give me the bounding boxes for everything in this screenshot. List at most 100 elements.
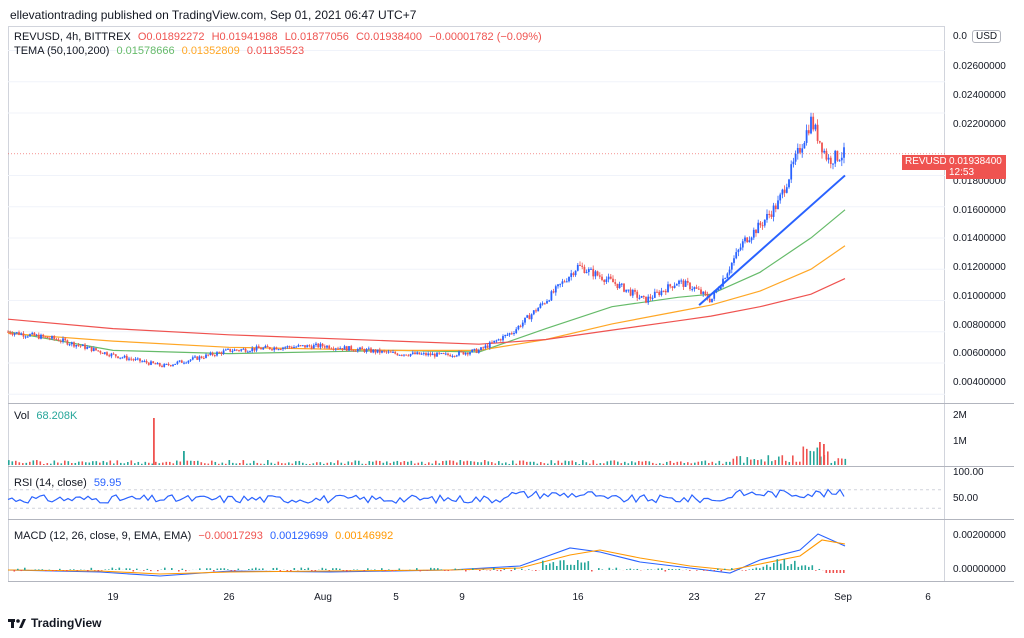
candle-body [398,354,401,356]
tema-label[interactable]: TEMA (50,100,200) [14,45,110,57]
candle-body [218,352,221,354]
macd-histogram-bar [97,570,100,572]
candle-body [277,349,280,351]
macd-histogram-bar [388,569,390,570]
candle-body [447,353,449,355]
candle-body [774,205,777,210]
candle-body [502,336,504,341]
macd-histogram-bar [332,568,334,570]
candle-body [818,140,821,143]
volume-bar [333,463,336,465]
volume-bar [778,456,780,465]
macd-histogram-bar [346,570,348,572]
macd-label[interactable]: MACD (12, 26, close, 9, EMA, EMA) [14,530,192,542]
main-legend: REVUSD, 4h, BITTREX O0.01892272 H0.01941… [14,31,546,43]
price-tick: 0.01600000 [953,205,1006,216]
volume-bar [526,461,528,465]
volume-bar [827,451,829,465]
volume-label[interactable]: Vol [14,410,30,422]
candle-body [385,351,388,353]
change-value: −0.00001782 (−0.09%) [429,31,542,43]
macd-histogram-bar [703,570,705,571]
candle-body [114,354,117,357]
macd-histogram-bar [416,568,418,570]
volume-bar [214,461,217,465]
candle-body [810,116,812,134]
candle-body [321,343,324,347]
macd-histogram-bar [321,567,324,570]
candle-body [521,322,524,327]
volume-bar [291,463,294,465]
macd-histogram-bar [335,568,338,570]
price-tick: 0.01000000 [953,291,1006,302]
volume-bar [648,461,651,465]
volume-bar [102,460,105,465]
candle-body [359,347,361,350]
pane-divider-volume[interactable] [8,403,1014,404]
macd-histogram-bar [601,569,604,570]
macd-histogram-bar [577,560,579,570]
volume-bar [578,463,581,465]
candle-body [814,124,817,130]
volume-bar [575,462,577,465]
volume-bar [515,463,518,465]
macd-histogram-bar [689,570,691,571]
candle-body [57,339,60,342]
macd-histogram-bar [251,568,254,570]
price-tick: 0.02200000 [953,119,1006,130]
candle-body [205,354,207,358]
bar-countdown: 12:53 [949,167,975,178]
macd-histogram-bar [55,570,58,571]
candle-body [686,280,689,283]
volume-bar [207,463,210,465]
candle-body [625,289,628,292]
candle-body [405,354,408,356]
volume-bar [162,462,164,465]
candle-body [326,345,328,348]
rsi-label[interactable]: RSI (14, close) [14,477,87,489]
candle-body [598,275,601,277]
volume-bar [375,460,378,465]
volume-bar [736,456,738,465]
candle-body [827,157,830,160]
volume-bar [764,461,766,465]
macd-histogram-bar [815,570,817,571]
currency-button[interactable]: USD [972,30,1002,43]
volume-bar [235,463,238,465]
candle-body [304,345,306,348]
price-axis-top-label: 0.0 [953,31,967,42]
candle-body [363,349,366,352]
candle-body [117,356,119,359]
candle-body [119,357,122,359]
tema-line [7,245,846,351]
macd-histogram-bar [311,570,313,572]
pane-divider-rsi[interactable] [8,466,1014,467]
macd-histogram-bar [157,570,159,572]
tradingview-footer[interactable]: TradingView [8,616,101,630]
volume-bar [382,462,385,465]
volume-bar [358,460,360,465]
volume-value: 68.208K [36,410,78,422]
macd-histogram-bar [69,569,72,570]
candle-body [623,283,625,292]
candle-body [455,355,458,357]
macd-histogram-bar [797,566,800,570]
macd-histogram-bar [314,570,317,572]
volume-bar [389,463,392,465]
symbol-label[interactable]: REVUSD, 4h, BITTREX [14,31,131,43]
pane-divider-macd[interactable] [8,519,1014,520]
volume-bar [844,458,847,465]
candle-body [631,289,634,296]
macd-histogram-bar [262,568,264,570]
macd-histogram-bar [542,560,544,570]
candle-body [48,338,51,340]
volume-bar [697,461,700,465]
candle-body [807,130,810,134]
macd-histogram-bar [300,567,303,570]
volume-bar [788,462,791,465]
volume-bar [372,461,374,465]
volume-bar [410,460,413,465]
candle-body [244,348,247,352]
volume-bar [473,461,476,465]
